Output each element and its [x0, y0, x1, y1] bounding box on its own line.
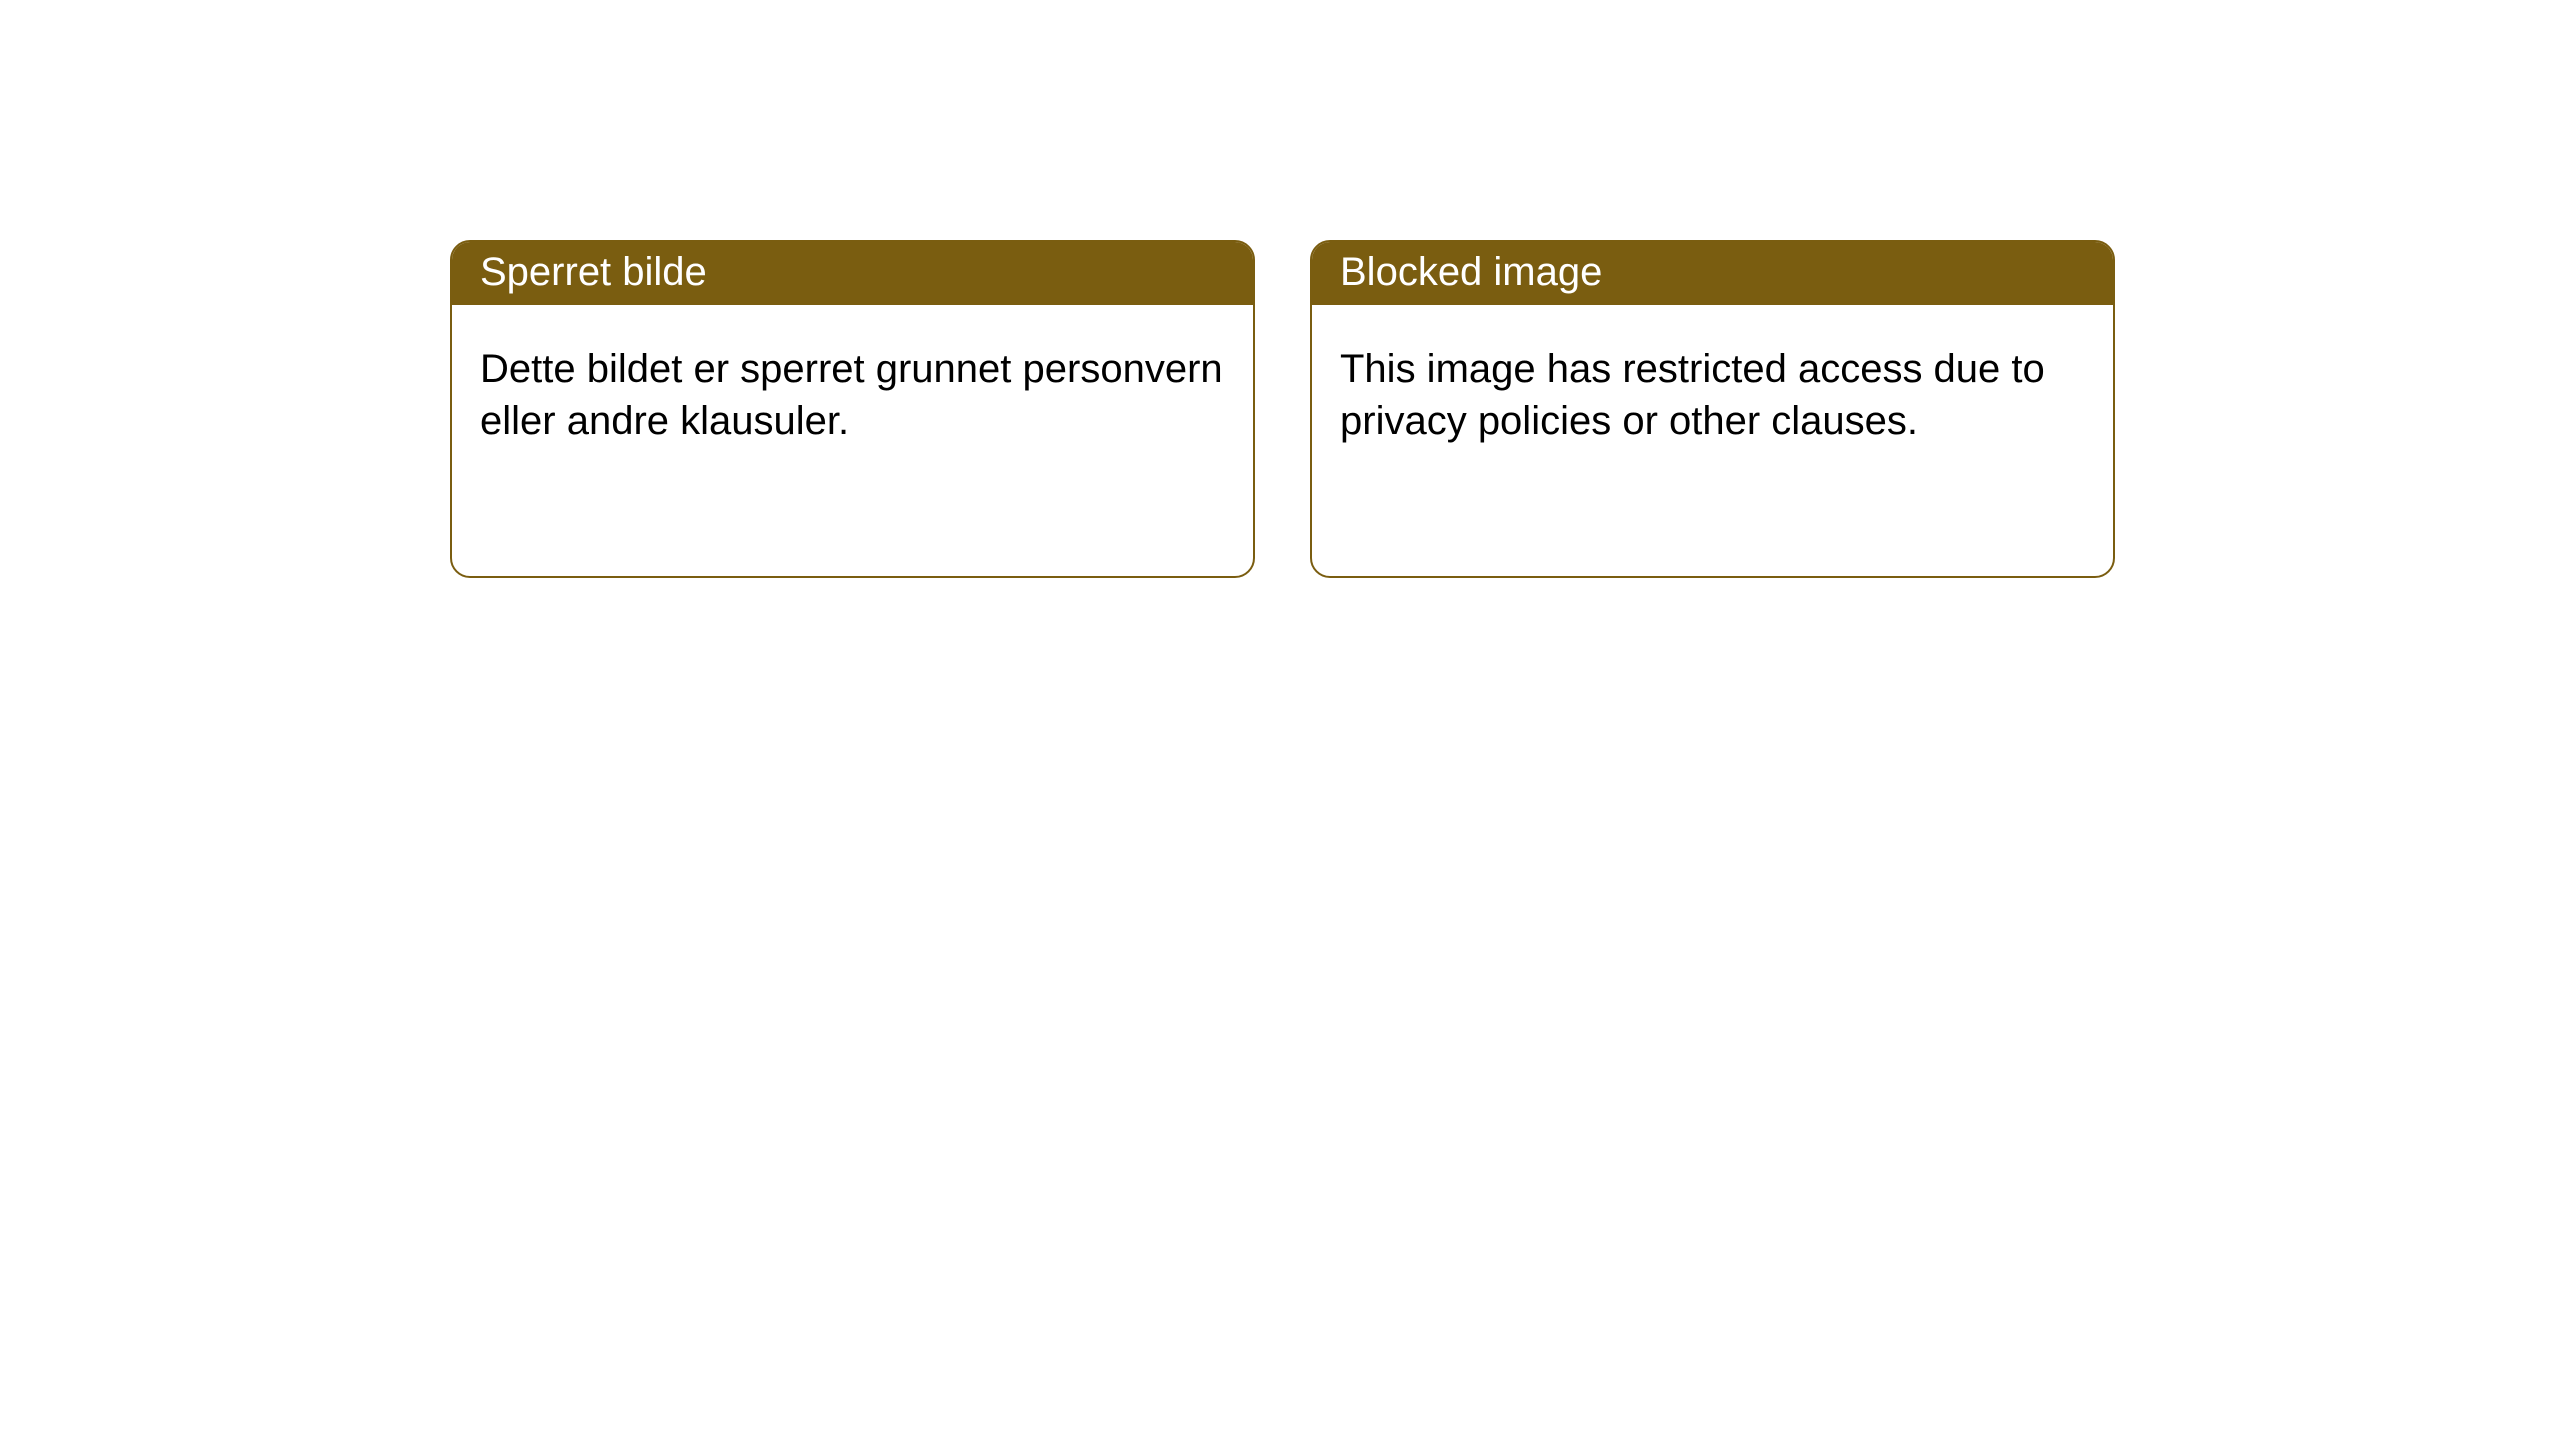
notice-header: Blocked image — [1312, 242, 2113, 305]
notice-header: Sperret bilde — [452, 242, 1253, 305]
notice-card-english: Blocked image This image has restricted … — [1310, 240, 2115, 578]
notice-card-norwegian: Sperret bilde Dette bildet er sperret gr… — [450, 240, 1255, 578]
notice-body: This image has restricted access due to … — [1312, 305, 2113, 475]
notice-cards-container: Sperret bilde Dette bildet er sperret gr… — [0, 0, 2560, 578]
notice-body: Dette bildet er sperret grunnet personve… — [452, 305, 1253, 475]
